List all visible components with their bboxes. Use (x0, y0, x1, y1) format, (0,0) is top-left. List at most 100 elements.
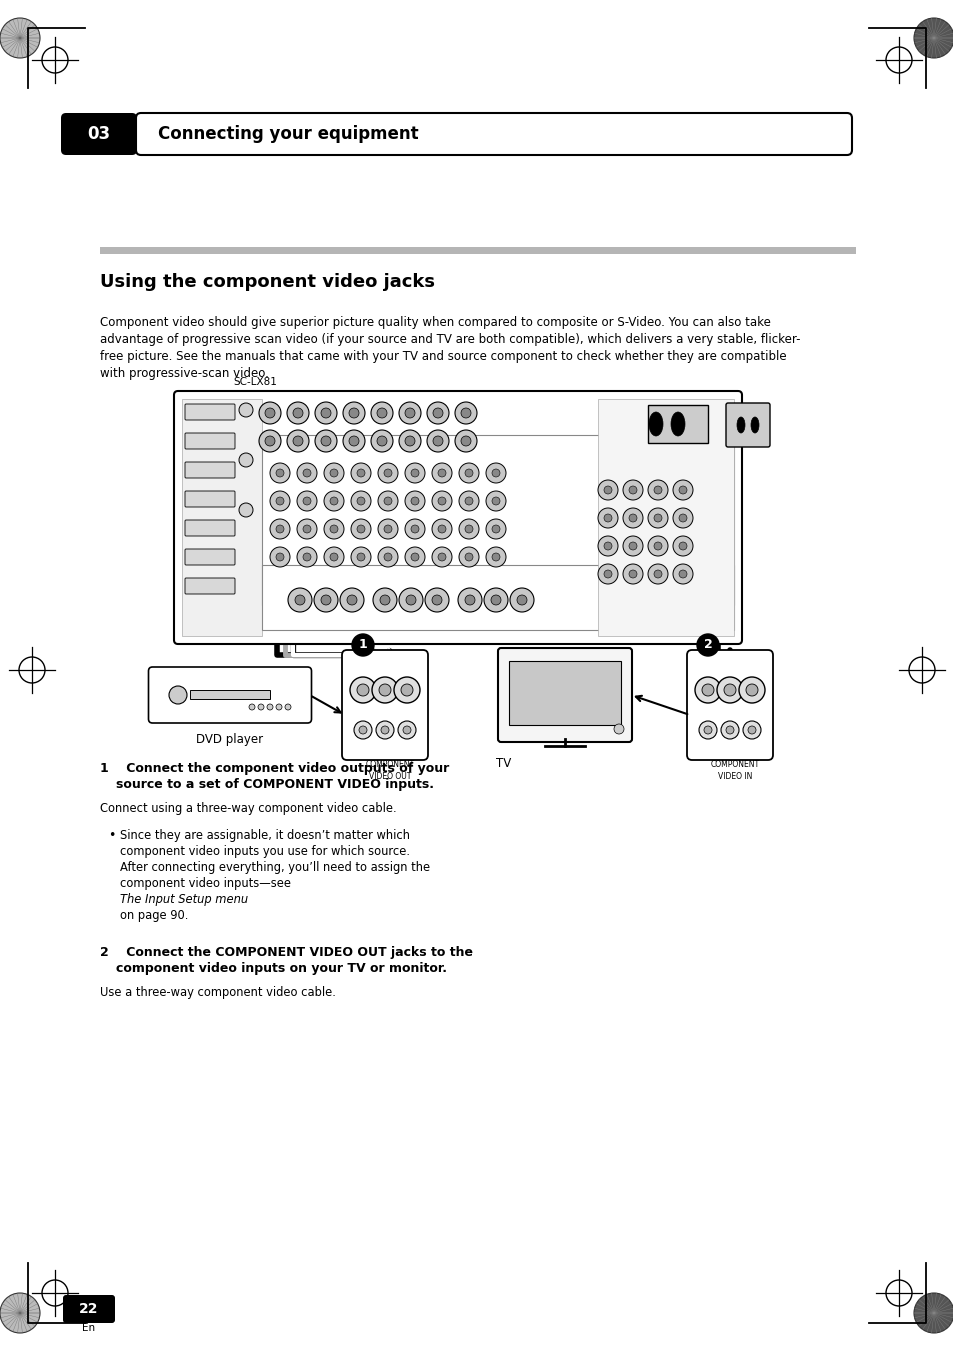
Circle shape (679, 542, 686, 550)
Circle shape (285, 704, 291, 711)
Circle shape (406, 594, 416, 605)
Bar (190, 690, 270, 698)
Circle shape (492, 553, 499, 561)
Circle shape (654, 513, 661, 521)
Circle shape (356, 684, 369, 696)
Circle shape (270, 490, 290, 511)
Circle shape (296, 547, 316, 567)
Circle shape (622, 508, 642, 528)
Circle shape (275, 704, 282, 711)
Circle shape (377, 547, 397, 567)
Circle shape (296, 519, 316, 539)
Circle shape (330, 526, 337, 534)
Circle shape (354, 721, 372, 739)
Circle shape (358, 725, 367, 734)
Circle shape (324, 547, 344, 567)
Bar (262, 435, 733, 605)
Text: TV: TV (496, 757, 511, 770)
Circle shape (351, 547, 371, 567)
Circle shape (330, 553, 337, 561)
FancyBboxPatch shape (136, 113, 851, 155)
Circle shape (275, 553, 284, 561)
Circle shape (432, 594, 441, 605)
Bar (100, 247, 855, 254)
Circle shape (679, 513, 686, 521)
FancyBboxPatch shape (61, 113, 137, 155)
Circle shape (603, 570, 612, 578)
Text: 22: 22 (79, 1302, 99, 1316)
Circle shape (371, 430, 393, 453)
Circle shape (464, 594, 475, 605)
Circle shape (424, 588, 449, 612)
Circle shape (464, 497, 473, 505)
FancyBboxPatch shape (173, 390, 741, 644)
Circle shape (356, 553, 365, 561)
Circle shape (679, 486, 686, 494)
Circle shape (324, 463, 344, 484)
Circle shape (437, 553, 446, 561)
Circle shape (380, 725, 389, 734)
Text: with progressive-scan video.: with progressive-scan video. (100, 367, 269, 380)
Circle shape (303, 497, 311, 505)
Text: source to a set of COMPONENT VIDEO inputs.: source to a set of COMPONENT VIDEO input… (116, 778, 434, 790)
Circle shape (672, 508, 692, 528)
Circle shape (265, 408, 274, 417)
Ellipse shape (670, 412, 684, 436)
Circle shape (460, 408, 471, 417)
Circle shape (432, 463, 452, 484)
Text: En: En (82, 1323, 95, 1333)
Circle shape (394, 677, 419, 703)
Circle shape (398, 588, 422, 612)
Circle shape (296, 463, 316, 484)
Circle shape (717, 677, 742, 703)
Circle shape (647, 480, 667, 500)
Circle shape (598, 536, 618, 557)
Circle shape (460, 436, 471, 446)
Text: component video inputs on your TV or monitor.: component video inputs on your TV or mon… (116, 962, 447, 975)
Text: 2: 2 (703, 639, 712, 651)
Circle shape (169, 686, 187, 704)
Circle shape (517, 594, 526, 605)
FancyBboxPatch shape (185, 578, 234, 594)
Circle shape (324, 490, 344, 511)
Circle shape (628, 513, 637, 521)
Circle shape (373, 588, 396, 612)
Circle shape (492, 497, 499, 505)
Circle shape (433, 436, 442, 446)
Text: Connecting your equipment: Connecting your equipment (158, 126, 418, 143)
Circle shape (314, 588, 337, 612)
Circle shape (411, 469, 418, 477)
Circle shape (398, 403, 420, 424)
Circle shape (398, 430, 420, 453)
Circle shape (330, 469, 337, 477)
Circle shape (384, 469, 392, 477)
Circle shape (257, 704, 264, 711)
Circle shape (249, 704, 254, 711)
Bar (182, 399, 262, 636)
Circle shape (349, 408, 358, 417)
FancyBboxPatch shape (185, 490, 234, 507)
Circle shape (270, 463, 290, 484)
Circle shape (356, 497, 365, 505)
Text: Connect using a three-way component video cable.: Connect using a three-way component vide… (100, 802, 396, 815)
Circle shape (603, 542, 612, 550)
FancyBboxPatch shape (185, 404, 234, 420)
Circle shape (356, 526, 365, 534)
Circle shape (458, 519, 478, 539)
Circle shape (0, 1293, 40, 1333)
Circle shape (485, 519, 505, 539)
Circle shape (330, 497, 337, 505)
Circle shape (320, 436, 331, 446)
Circle shape (695, 677, 720, 703)
Text: Component video should give superior picture quality when compared to composite : Component video should give superior pic… (100, 316, 770, 330)
Circle shape (339, 588, 364, 612)
Circle shape (647, 563, 667, 584)
Circle shape (485, 547, 505, 567)
Circle shape (703, 725, 711, 734)
Circle shape (913, 18, 953, 58)
Text: The Input Setup menu: The Input Setup menu (120, 893, 248, 907)
Circle shape (742, 721, 760, 739)
Circle shape (270, 519, 290, 539)
Circle shape (725, 725, 733, 734)
Circle shape (294, 594, 305, 605)
